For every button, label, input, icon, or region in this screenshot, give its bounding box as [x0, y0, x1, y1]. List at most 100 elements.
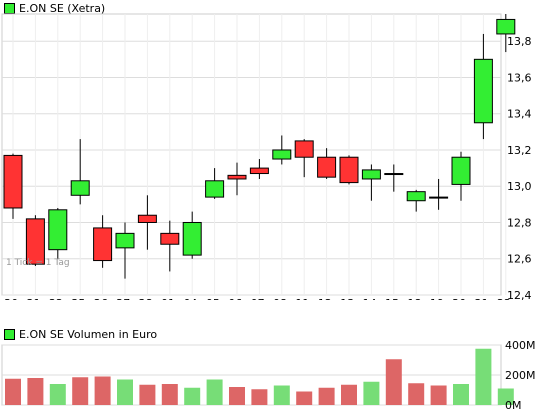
- candle-body: [160, 232, 180, 245]
- x-tick-label: 11.: [295, 297, 313, 300]
- candle: [361, 164, 381, 201]
- candle-body: [182, 221, 202, 256]
- price-chart: 20. 21. 22. 25. 26. 27. 28. 01. 04. 05. 06. 07. 08. 1…: [1, 13, 532, 300]
- y-tick-label: 13,4: [507, 108, 532, 121]
- x-tick-label: 22.: [49, 297, 67, 300]
- candle-body: [406, 191, 426, 202]
- candle-body: [3, 154, 23, 209]
- volume-bar: [5, 378, 21, 405]
- price-legend: E.ON SE (Xetra): [4, 1, 105, 15]
- volume-bar: [363, 381, 380, 405]
- volume-bar: [475, 348, 492, 405]
- candle-body: [429, 196, 449, 199]
- volume-bar: [206, 379, 223, 405]
- volume-chart: 400M 200M 0M: [1, 340, 536, 410]
- x-tick-label: 01.: [161, 297, 179, 300]
- price-legend-swatch: [4, 2, 15, 14]
- candle-body: [48, 209, 68, 251]
- candle-body: [384, 173, 404, 176]
- candle-body: [227, 174, 247, 180]
- volume-y-tick-label: 200M: [505, 369, 536, 382]
- volume-bar: [184, 387, 201, 405]
- candle-body: [25, 218, 45, 265]
- volume-bar: [430, 385, 447, 405]
- volume-bar: [27, 378, 44, 405]
- x-tick-label: 22.: [497, 297, 515, 300]
- x-tick-label: 06.: [228, 297, 246, 300]
- y-tick-label: 12,6: [507, 253, 532, 266]
- candle-body: [496, 18, 516, 35]
- candle: [429, 178, 449, 210]
- candle: [451, 151, 471, 201]
- x-tick-label: 20.: [4, 297, 22, 300]
- candle: [294, 139, 314, 178]
- candle-body: [137, 214, 157, 223]
- candle: [227, 162, 247, 196]
- y-tick-label: 13,8: [507, 35, 532, 48]
- candle-body: [70, 180, 90, 196]
- x-tick-label: 14.: [363, 297, 381, 300]
- x-tick-label: 07.: [251, 297, 269, 300]
- volume-bar: [385, 359, 402, 405]
- candle: [496, 14, 516, 53]
- candle: [272, 135, 292, 165]
- candle-body: [473, 58, 493, 124]
- candle: [137, 195, 157, 250]
- volume-bar: [139, 384, 156, 405]
- x-tick-label: 21.: [475, 297, 493, 300]
- candle-body: [317, 156, 337, 178]
- candle: [160, 220, 180, 272]
- candle-body: [115, 232, 135, 249]
- volume-bar: [72, 377, 89, 405]
- candle: [93, 215, 113, 268]
- candle: [339, 155, 359, 185]
- candle: [115, 222, 135, 279]
- volume-bar: [49, 384, 66, 405]
- volume-y-tick-label: 0M: [505, 399, 522, 410]
- x-tick-label: 15.: [385, 297, 403, 300]
- volume-bar: [94, 376, 111, 405]
- candle-body: [339, 156, 359, 184]
- x-tick-label: 26.: [94, 297, 112, 300]
- candle: [249, 159, 269, 179]
- y-tick-label: 13,0: [507, 180, 532, 193]
- candle: [48, 207, 68, 259]
- y-tick-label: 12,8: [507, 216, 532, 229]
- x-tick-label: 13.: [340, 297, 358, 300]
- x-tick-label: 12.: [318, 297, 336, 300]
- x-tick-label: 28.: [139, 297, 157, 300]
- x-tick-label: 05.: [206, 297, 224, 300]
- candle: [473, 33, 493, 140]
- volume-bar: [296, 391, 313, 405]
- volume-bar: [408, 383, 425, 405]
- volume-bar: [318, 387, 335, 405]
- y-tick-label: 12,4: [507, 289, 532, 300]
- x-tick-label: 04.: [183, 297, 201, 300]
- candle: [25, 215, 45, 266]
- y-tick-label: 13,2: [507, 144, 532, 157]
- candle: [406, 189, 426, 212]
- x-tick-label: 08.: [273, 297, 291, 300]
- volume-bar: [273, 385, 290, 405]
- volume-bar: [453, 384, 469, 405]
- candle-body: [361, 169, 381, 180]
- candle: [70, 139, 90, 205]
- x-tick-label: 27.: [116, 297, 134, 300]
- x-tick-label: 25.: [71, 297, 89, 300]
- volume-y-tick-label: 400M: [505, 340, 536, 352]
- candle-body: [93, 227, 113, 262]
- candle-body: [249, 167, 269, 175]
- volume-legend: E.ON SE Volumen in Euro: [4, 327, 157, 341]
- candle-body: [294, 140, 314, 158]
- volume-bar: [497, 388, 514, 405]
- price-plot-frame: [1, 13, 502, 296]
- candle-body: [205, 180, 225, 198]
- volume-bar: [341, 384, 357, 405]
- candle: [317, 148, 337, 179]
- candle: [205, 168, 225, 199]
- x-tick-label: 21.: [27, 297, 45, 300]
- candle-body: [272, 149, 292, 160]
- volume-bar: [229, 387, 245, 405]
- candle: [3, 153, 23, 219]
- x-tick-label: 20.: [452, 297, 470, 300]
